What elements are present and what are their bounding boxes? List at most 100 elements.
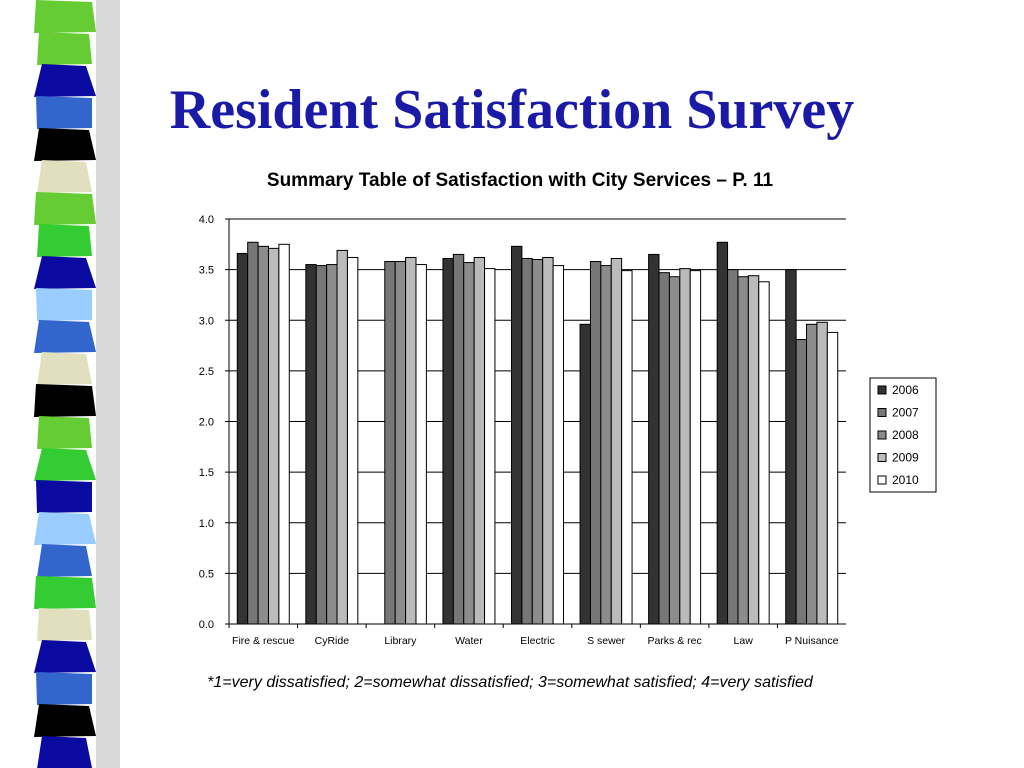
legend-label: 2010: [892, 473, 919, 487]
bar: [621, 270, 633, 625]
strip-segment: [34, 192, 96, 225]
legend-swatch: [877, 430, 887, 440]
x-tick-label: CyRide: [315, 635, 350, 647]
bar: [785, 269, 797, 625]
strip-segment: [34, 640, 96, 673]
chart-title: Summary Table of Satisfaction with City …: [266, 170, 774, 191]
x-tick-label: Law: [734, 635, 754, 647]
strip-segment: [34, 0, 96, 33]
bar: [589, 261, 602, 625]
bar: [795, 338, 808, 625]
legend-label: 2008: [892, 428, 919, 442]
legend-swatch: [877, 453, 887, 462]
strip-segment: [36, 480, 92, 513]
bar: [236, 252, 249, 625]
legend-label: 2006: [892, 383, 919, 397]
bar: [727, 269, 739, 625]
bar: [257, 245, 269, 625]
strip-segment: [36, 288, 92, 321]
y-tick-label: 4.0: [199, 214, 214, 226]
bar: [826, 331, 839, 625]
x-tick-label: P Nuisance: [785, 635, 839, 647]
bar: [552, 265, 564, 625]
bar: [405, 256, 417, 625]
bar: [442, 257, 454, 625]
x-tick-label: Parks & rec: [647, 635, 701, 647]
strip-segment: [37, 224, 92, 257]
x-tick-label: Library: [384, 635, 417, 647]
bar: [816, 321, 828, 625]
legend-swatch: [877, 408, 887, 417]
bar: [326, 264, 338, 625]
bar: [511, 245, 523, 625]
strip-segment: [37, 416, 92, 449]
strip-segment: [34, 704, 96, 737]
bar: [542, 256, 554, 625]
x-tick-label: S sewer: [587, 635, 625, 647]
bar: [463, 262, 475, 625]
strip-segment: [34, 512, 96, 545]
y-tick-label: 2.5: [199, 366, 214, 378]
footnote: *1=very dissatisfied; 2=somewhat dissati…: [207, 674, 813, 691]
bar: [473, 256, 486, 625]
bar: [346, 256, 359, 625]
y-tick-label: 3.0: [199, 315, 214, 327]
strip-segment: [34, 256, 96, 289]
bar: [579, 323, 591, 625]
strip-segment: [37, 544, 92, 577]
slide-title: Resident Satisfaction Survey: [169, 79, 855, 141]
bar: [315, 265, 328, 625]
bar: [452, 253, 465, 625]
bar: [689, 270, 702, 625]
strip-segment: [36, 96, 92, 129]
strip-segment: [37, 736, 92, 768]
y-tick-label: 0.5: [199, 568, 214, 580]
legend-swatch: [877, 385, 887, 395]
legend-label: 2007: [892, 406, 919, 420]
x-tick-label: Water: [455, 635, 483, 647]
bar: [484, 268, 496, 625]
bar: [737, 276, 749, 625]
strip-segment: [34, 128, 96, 161]
bar: [305, 264, 317, 625]
strip-segment: [36, 672, 92, 705]
legend-swatch: [877, 475, 887, 485]
legend-label: 2009: [892, 451, 919, 465]
bar: [679, 268, 691, 625]
strip-segment: [34, 576, 96, 609]
x-tick-label: Fire & rescue: [232, 635, 295, 647]
bar: [716, 241, 729, 625]
bar: [648, 253, 660, 625]
bar: [668, 276, 681, 625]
decorative-color-strip: [34, 0, 120, 768]
strip-segment: [37, 608, 92, 641]
bar: [415, 264, 427, 625]
strip-segment: [37, 32, 92, 65]
bar: [758, 281, 770, 625]
bar: [531, 259, 544, 625]
bar: [747, 275, 760, 625]
bar: [336, 249, 348, 625]
strip-segment: [37, 352, 92, 385]
bar: [247, 241, 259, 625]
bar: [658, 272, 670, 625]
bar: [521, 257, 533, 625]
y-tick-label: 0.0: [199, 619, 214, 631]
y-tick-label: 3.5: [199, 265, 214, 277]
bar: [600, 265, 612, 625]
strip-segment: [34, 64, 96, 97]
strip-segment: [34, 320, 96, 353]
strip-segment: [34, 384, 96, 417]
y-tick-label: 1.0: [199, 518, 214, 530]
bar: [394, 261, 407, 625]
y-tick-label: 2.0: [199, 417, 214, 429]
strip-segment: [37, 160, 92, 193]
bar: [610, 257, 623, 625]
y-tick-label: 1.5: [199, 467, 214, 479]
bar: [806, 323, 818, 625]
bar: [384, 261, 396, 625]
bar: [267, 247, 280, 625]
x-tick-label: Electric: [520, 635, 554, 647]
bar: [278, 243, 290, 625]
